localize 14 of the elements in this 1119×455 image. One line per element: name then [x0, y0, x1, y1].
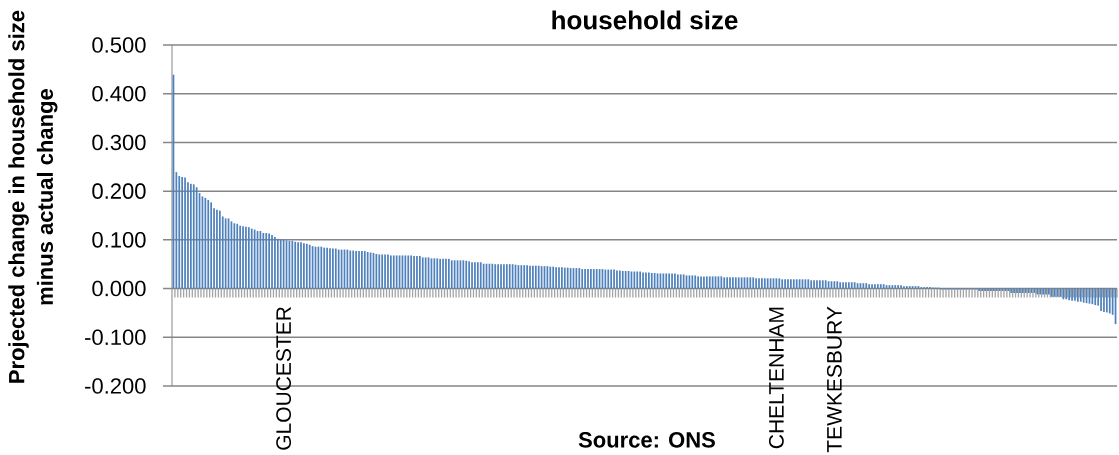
- y-axis-title: Projected change in household size minus actual change: [8, 10, 58, 383]
- y-tick-label: 0.300: [92, 134, 146, 151]
- y-tick-label: 0.200: [92, 183, 146, 199]
- y-tick-label: 0.000: [92, 280, 146, 297]
- chart-title: household size: [552, 10, 738, 30]
- y-tick-label: 0.100: [92, 232, 146, 248]
- y-tick-label: 0.500: [92, 37, 146, 53]
- x-tick-label: TEWKESBURY: [826, 306, 842, 453]
- x-tick-label: GLOUCESTER: [276, 307, 292, 450]
- y-tick-label: -0.100: [85, 329, 146, 346]
- source-note: Source: ONS: [578, 432, 715, 448]
- y-tick-label: 0.400: [92, 85, 146, 102]
- x-tick-label: CHELTENHAM: [768, 307, 784, 449]
- y-tick-label: -0.200: [85, 378, 146, 394]
